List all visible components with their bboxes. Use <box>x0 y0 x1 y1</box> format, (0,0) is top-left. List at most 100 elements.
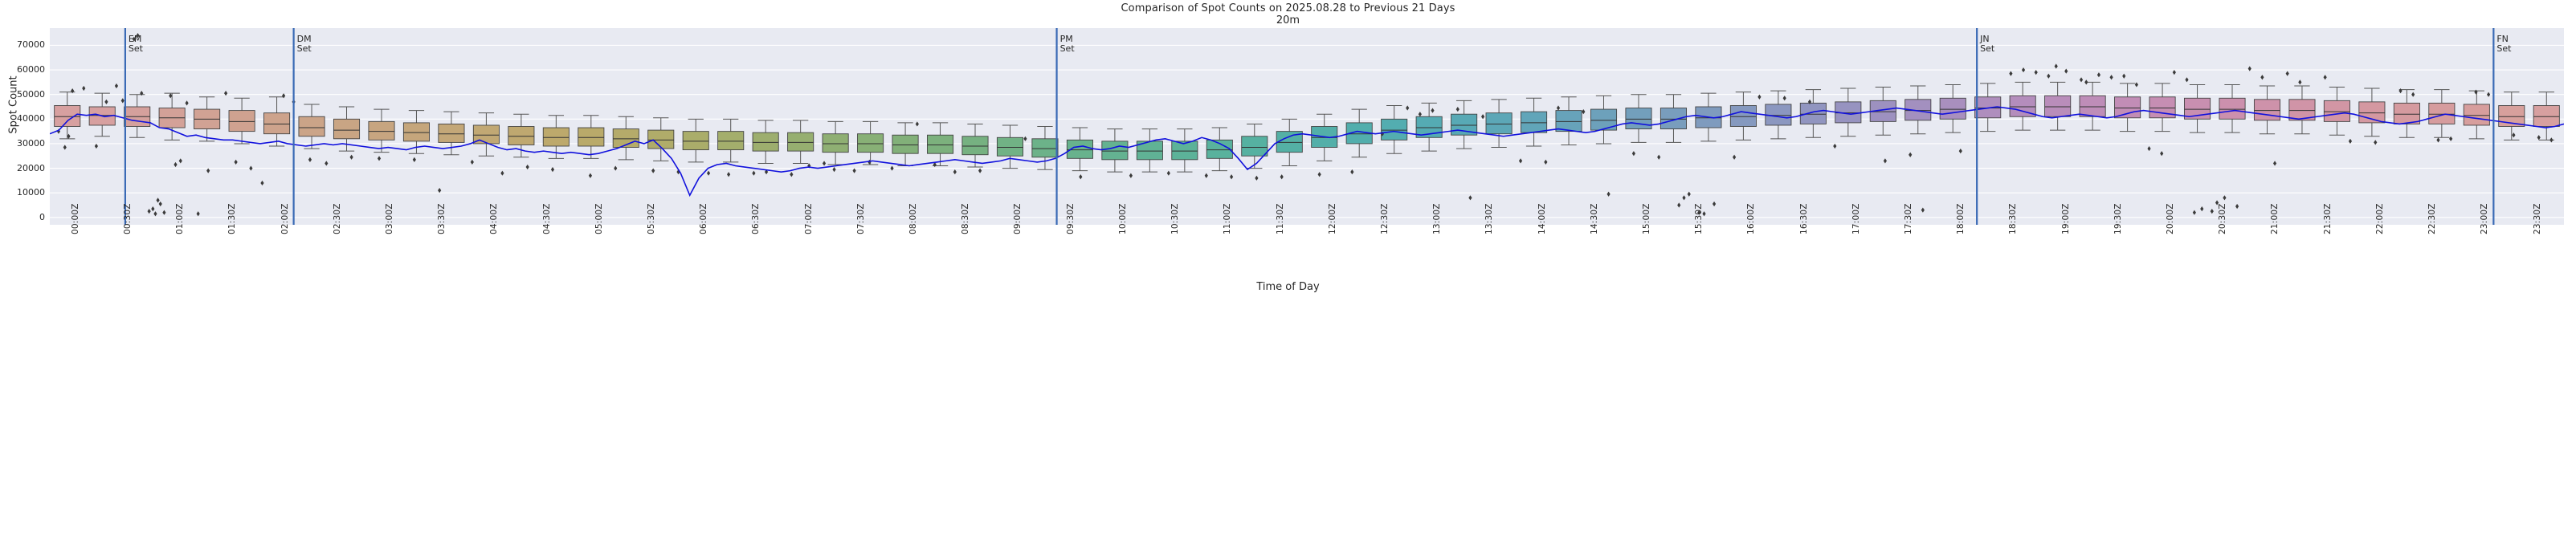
outlier-marker <box>120 98 125 104</box>
outlier-marker <box>2449 136 2453 141</box>
outlier-marker <box>1677 202 1681 208</box>
x-tick-label: 10:00Z <box>1117 203 1128 234</box>
outlier-marker <box>2247 66 2251 71</box>
outlier-marker <box>2054 63 2058 69</box>
boxplot <box>1206 127 1233 172</box>
outlier-marker <box>162 210 166 215</box>
x-tick-label: 15:00Z <box>1641 203 1651 234</box>
outlier-marker <box>550 166 555 173</box>
y-tick-label: 20000 <box>17 162 45 173</box>
x-tick-label: 18:30Z <box>2008 203 2019 234</box>
x-tick-label: 10:30Z <box>1170 203 1181 234</box>
boxplot <box>2323 87 2350 136</box>
outlier-marker <box>1883 158 1887 164</box>
outlier-marker <box>1255 175 1259 181</box>
x-tick-label: 04:30Z <box>541 203 552 234</box>
boxplot <box>1171 128 1198 173</box>
boxplot <box>542 115 569 159</box>
boxplot <box>2428 89 2456 138</box>
boxplot <box>1765 90 1792 140</box>
outlier-marker <box>185 100 189 106</box>
boxplot <box>1485 99 1513 149</box>
vertical-marker-label-line1: FN <box>2496 34 2509 44</box>
outlier-marker <box>2272 161 2277 166</box>
outlier-marker <box>153 211 157 217</box>
x-tick-label: 05:30Z <box>647 203 657 234</box>
x-tick-label: 01:30Z <box>227 203 238 234</box>
outlier-marker <box>1280 174 1284 180</box>
outlier-marker <box>1757 94 1762 100</box>
outlier-marker <box>1468 195 1472 201</box>
y-tick-label: 70000 <box>17 39 45 51</box>
outlier-marker <box>1657 154 1661 160</box>
boxplot <box>2393 89 2420 138</box>
boxplot <box>1939 83 1966 133</box>
outlier-marker <box>1697 210 1701 215</box>
x-tick-label: 14:00Z <box>1537 203 1547 234</box>
line-series-group <box>50 106 2564 198</box>
boxplot <box>717 118 745 163</box>
x-tick-label: 14:30Z <box>1589 203 1599 234</box>
x-tick-label: 17:00Z <box>1851 203 1861 234</box>
outlier-marker <box>325 161 329 166</box>
boxplot <box>612 116 639 161</box>
outlier-marker <box>178 158 182 164</box>
boxplot <box>961 123 989 168</box>
boxplot <box>1451 100 1478 149</box>
boxplot <box>368 108 395 153</box>
outlier-marker <box>1418 112 1422 117</box>
boxplot <box>578 115 605 159</box>
outlier-marker <box>114 83 119 89</box>
boxplot <box>787 120 814 164</box>
outlier-marker <box>1733 154 1737 160</box>
boxplot <box>298 104 325 149</box>
outlier-marker <box>2374 140 2378 145</box>
boxplot <box>682 118 709 163</box>
outlier-marker <box>2260 75 2264 80</box>
boxplots-group <box>54 81 2560 173</box>
outlier-marker <box>412 157 416 162</box>
outlier-marker <box>1958 149 1962 154</box>
vertical-marker-label-line1: PM <box>1059 34 1073 44</box>
vertical-marker-label-line2: Set <box>1059 43 1075 54</box>
vertical-marker-label-line2: Set <box>296 43 312 54</box>
outlier-marker <box>832 166 836 173</box>
outlier-marker <box>132 36 136 42</box>
plot-area <box>50 28 2564 225</box>
outlier-marker <box>1079 174 1083 180</box>
outlier-marker <box>1431 108 1435 113</box>
outlier-marker <box>2549 137 2554 143</box>
x-tick-label: 07:00Z <box>803 203 814 234</box>
outlier-marker <box>2487 92 2491 97</box>
boxplot <box>752 120 779 164</box>
x-tick-label: 09:00Z <box>1013 203 1023 234</box>
boxplot <box>996 124 1024 169</box>
boxplot <box>2184 83 2211 133</box>
x-tick-label: 17:30Z <box>1904 203 1914 234</box>
outlier-marker <box>156 198 160 203</box>
vertical-marker-label: JN Set <box>1980 35 1994 53</box>
x-tick-label: 11:30Z <box>1275 203 1285 234</box>
outlier-marker <box>2398 88 2402 94</box>
boxplot <box>1031 126 1059 170</box>
outlier-marker <box>308 157 312 162</box>
outlier-marker <box>1833 143 1837 149</box>
outlier-marker <box>1631 151 1635 157</box>
outlier-marker <box>377 156 382 161</box>
outlier-marker <box>136 33 140 39</box>
boxplot <box>1659 94 1687 143</box>
x-tick-label: 08:30Z <box>961 203 971 234</box>
boxplot <box>2498 92 2525 141</box>
outlier-marker <box>2009 71 2013 76</box>
x-tick-label: 05:00Z <box>594 203 604 234</box>
outlier-marker <box>953 169 957 175</box>
x-tick-label: 21:00Z <box>2270 203 2280 234</box>
outlier-marker <box>174 161 178 168</box>
outlier-marker <box>2185 77 2189 83</box>
x-tick-label: 04:00Z <box>489 203 500 234</box>
y-tick-label: 10000 <box>17 187 45 198</box>
x-tick-label: 01:00Z <box>175 203 186 234</box>
boxplot <box>194 96 221 142</box>
outlier-marker <box>978 168 982 173</box>
